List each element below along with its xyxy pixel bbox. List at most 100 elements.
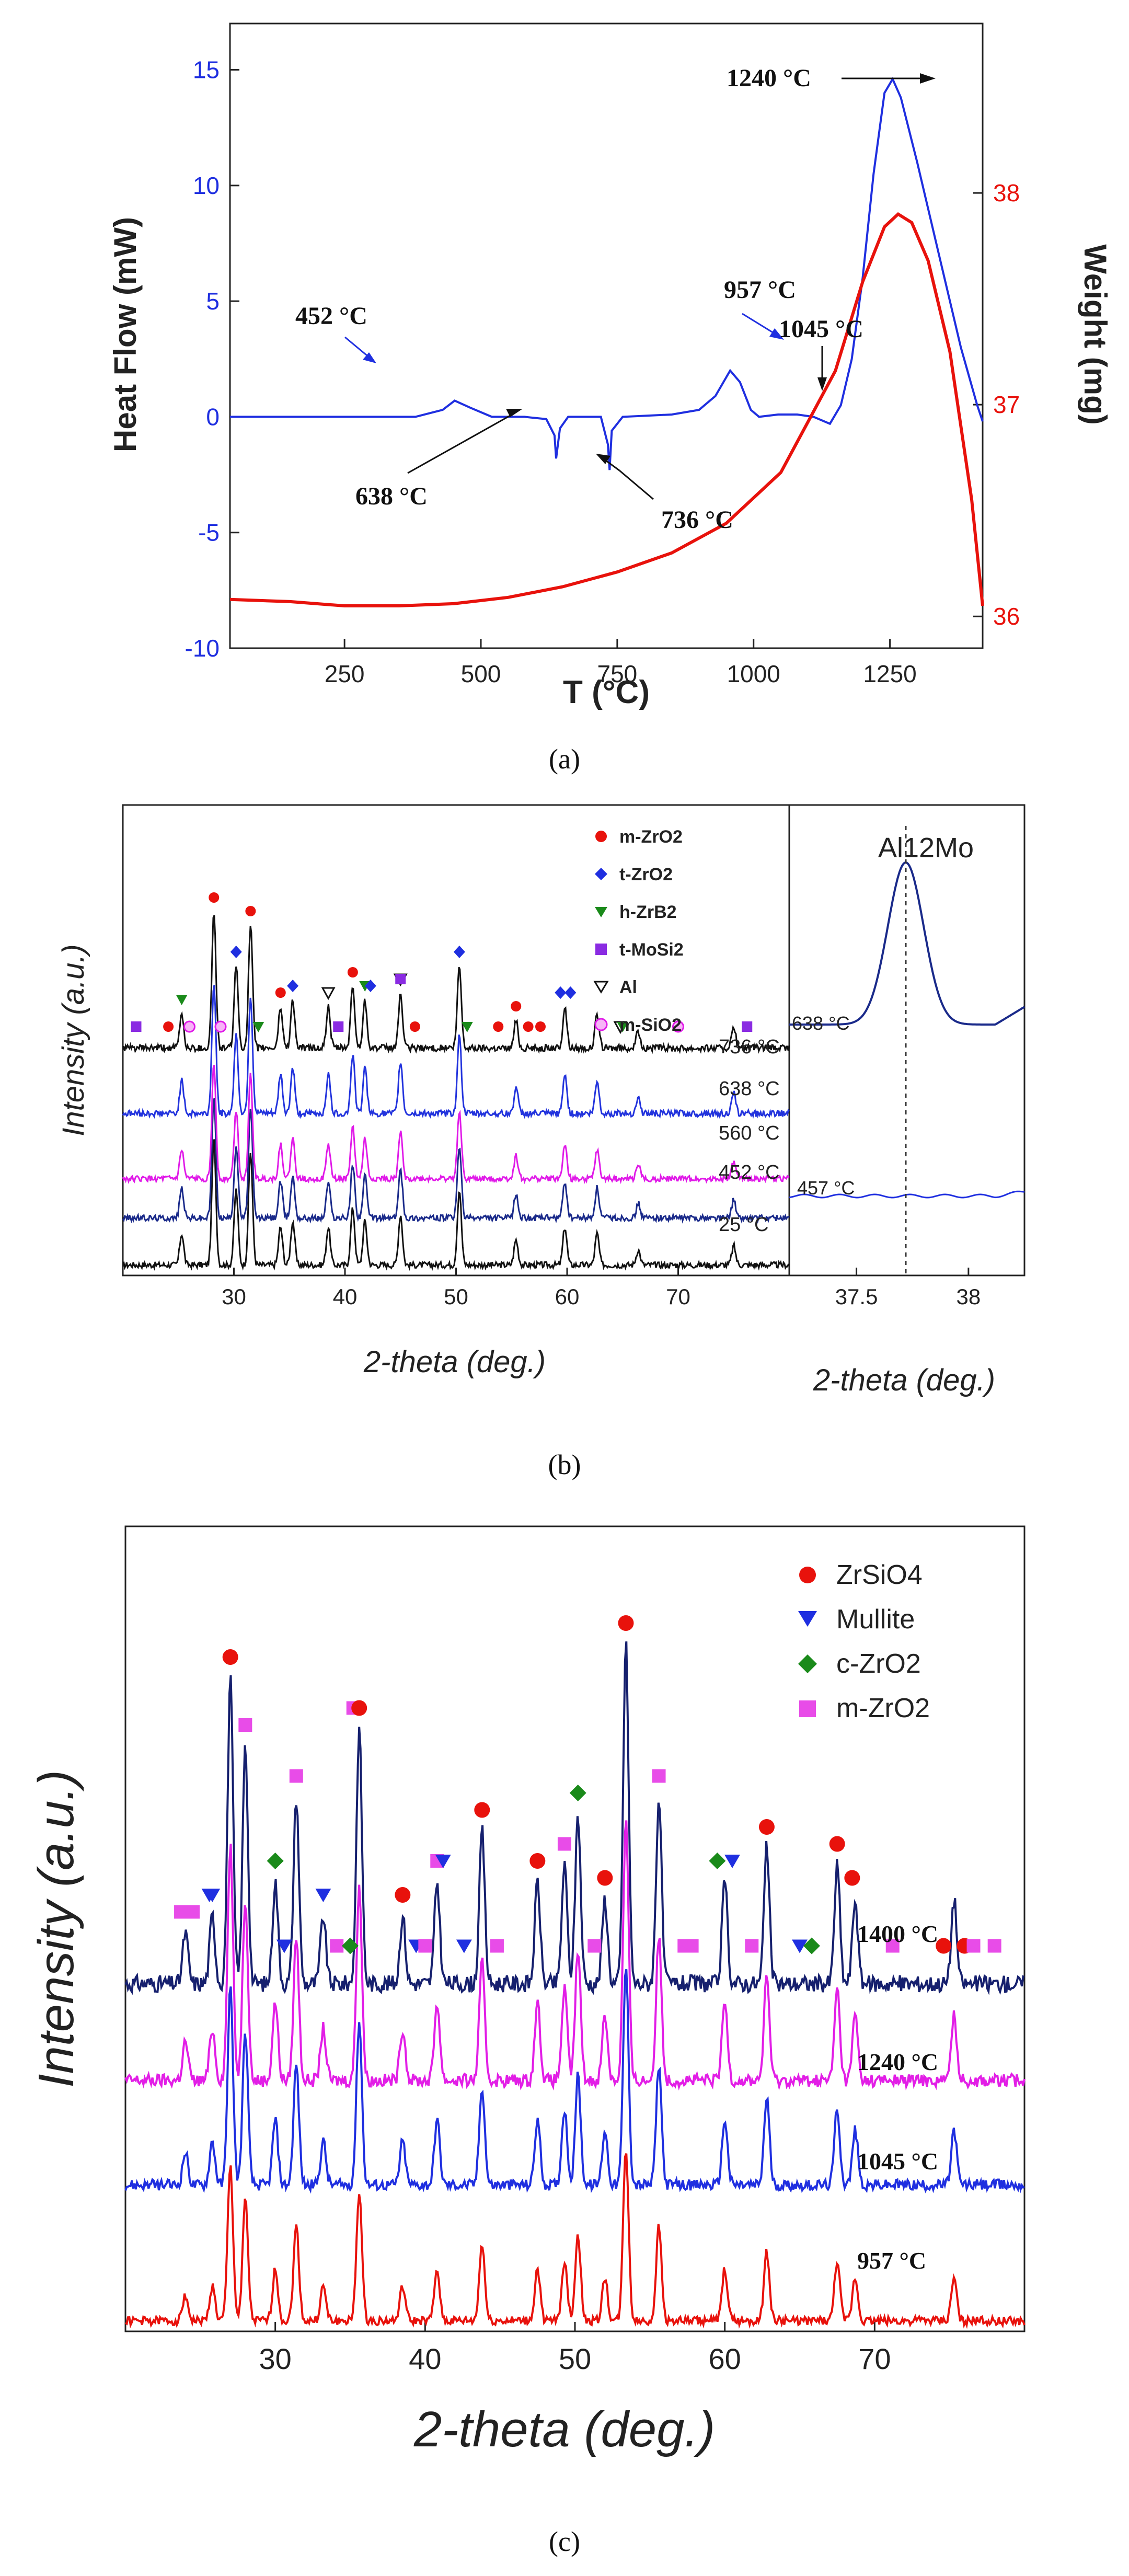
panel-b-inset-x-tick-label: 38 (956, 1284, 981, 1309)
panel-c-y-label: Intensity (a.u.) (28, 1770, 84, 2088)
legend-t-mosi2: t-MoSi2 (619, 940, 684, 960)
xrd-b-series-3 (122, 985, 790, 1120)
marker-t-zro2 (364, 980, 376, 992)
panel-c-label: (c) (549, 2526, 580, 2557)
annotation-1240: 1240 °C (727, 64, 811, 92)
b-label-25: 25 °C (719, 1214, 768, 1236)
legend-t-zro2-marker (595, 868, 607, 880)
xrd-b-series-1 (122, 1098, 790, 1224)
marker-t-zro2 (287, 980, 299, 992)
legend-h-zrb2: h-ZrB2 (619, 902, 677, 922)
marker-m-zro2 (163, 1021, 174, 1032)
legend-m-zro2-c: m-ZrO2 (836, 1693, 930, 1723)
panel-b-inset-x-tick-label: 37.5 (835, 1284, 878, 1309)
marker-m-zro2-c (186, 1905, 200, 1919)
b-label-560: 560 °C (719, 1122, 780, 1144)
b-label-736: 736 °C (719, 1036, 780, 1058)
annotation-638: 638 °C (355, 482, 428, 510)
annotation-957-arrowhead (769, 328, 784, 340)
marker-c-zro2 (569, 1785, 586, 1801)
panel-a-right-tick-label: 38 (993, 179, 1020, 206)
panel-a-x-label: T (°C) (563, 674, 650, 710)
heat-flow-line (230, 76, 984, 470)
panel-a-left-tick-label: -5 (198, 519, 220, 546)
panel-c-peak-markers (174, 1615, 1001, 1954)
marker-t-zro2 (230, 946, 242, 958)
xrd-b-series-4 (122, 915, 790, 1054)
panel-a-right-ticks: 38 37 36 (973, 179, 1020, 630)
legend-m-zro2-marker (595, 831, 607, 842)
panel-b-x-ticks: 30 40 50 60 70 (222, 1268, 690, 1309)
panel-a-dsc-tga: 250 500 750 1000 1250 15 10 5 0 -5 -10 38 37 36 Hea… (108, 22, 1113, 775)
marker-m-zro2-c (885, 1939, 900, 1953)
marker-zrsio4 (936, 1938, 952, 1954)
c-label-1240: 1240 °C (857, 2049, 938, 2075)
legend-h-zrb2-marker (595, 907, 607, 917)
legend-al-marker (593, 981, 609, 994)
marker-mullite (315, 1889, 331, 1902)
marker-t-zro2 (453, 946, 465, 958)
marker-h-zrb2 (617, 1022, 629, 1032)
annotation-736-arrow (619, 469, 654, 500)
panel-c-x-tick-label: 40 (409, 2342, 441, 2375)
panel-a-x-tick-label: 250 (325, 660, 365, 687)
panel-a-x-tick-label: 1000 (727, 660, 780, 687)
marker-m-zro2-c (418, 1939, 432, 1953)
marker-t-mosi2 (395, 974, 406, 984)
xrd-c-series-2 (124, 1969, 1025, 2194)
annotation-638-arrowhead (506, 409, 523, 417)
panel-b-series (122, 915, 790, 1271)
marker-m-zro2-c (745, 1939, 759, 1953)
marker-m-zro2-c (685, 1939, 699, 1953)
panel-b-x-label: 2-theta (deg.) (363, 1345, 546, 1379)
marker-c-zro2 (803, 1937, 820, 1954)
panel-c-series (124, 1641, 1026, 2329)
legend-m-zro2: m-ZrO2 (619, 827, 683, 847)
panel-a-x-ticks: 250 500 750 1000 1250 (325, 639, 917, 687)
xrd-b-series-0 (122, 1139, 790, 1271)
annotation-1240-arrowhead (920, 73, 936, 84)
panel-a-left-tick-label: 5 (206, 288, 220, 315)
marker-m-zro2 (245, 906, 256, 916)
panel-c-xrd: 30 40 50 60 70 Intensity (a.u.) 2-theta (deg… (28, 1525, 1026, 2557)
marker-h-zrb2 (252, 1022, 264, 1032)
xrd-c-series-0 (124, 1641, 1025, 1995)
legend-mullite: Mullite (836, 1604, 915, 1635)
panel-c-legend: ZrSiO4 Mullite c-ZrO2 m-ZrO2 (798, 1560, 930, 1723)
marker-m-zro2 (493, 1021, 504, 1032)
weight-line (229, 212, 984, 607)
marker-mullite (456, 1939, 472, 1953)
marker-m-zro2-c (966, 1939, 981, 1953)
legend-c-zro2-marker (798, 1654, 817, 1673)
inset-title: Al12Mo (878, 832, 974, 864)
panel-a-plot-frame (229, 22, 984, 649)
marker-c-zro2 (342, 1937, 359, 1954)
legend-c-zro2: c-ZrO2 (836, 1649, 921, 1679)
legend-zrsio4-marker (799, 1567, 816, 1583)
marker-c-zro2 (709, 1853, 726, 1869)
panel-b-legend: m-ZrO2 t-ZrO2 h-ZrB2 t-MoSi2 Al m-SiO2 (593, 827, 684, 1035)
marker-t-zro2 (555, 986, 567, 999)
panel-b-inset-frame (788, 804, 1026, 1276)
annotation-736: 736 °C (661, 506, 733, 534)
marker-zrsio4 (222, 1649, 238, 1665)
legend-t-zro2: t-ZrO2 (619, 865, 673, 884)
marker-m-zro2 (523, 1021, 534, 1032)
legend-mullite-marker (798, 1611, 817, 1627)
marker-mullite (792, 1939, 808, 1953)
marker-h-zrb2 (461, 1022, 473, 1032)
panel-b-y-label: Intensity (a.u.) (56, 944, 90, 1136)
panel-c-x-ticks: 30 40 50 60 70 (259, 2322, 891, 2375)
legend-m-zro2-c-marker (799, 1700, 816, 1717)
inset-label-638: 638 °C (792, 1013, 849, 1034)
legend-zrsio4: ZrSiO4 (836, 1560, 923, 1590)
c-label-1045: 1045 °C (857, 2148, 938, 2175)
annotation-638-arrow (407, 412, 515, 474)
annotation-957-arrow (742, 313, 777, 336)
inset-label-457: 457 °C (797, 1177, 855, 1199)
xrd-c-series-3 (124, 2153, 1026, 2329)
panel-c-x-tick-label: 60 (709, 2342, 741, 2375)
marker-m-zro2-c (289, 1769, 303, 1783)
marker-h-zrb2 (176, 995, 188, 1005)
panel-b-peak-markers (131, 892, 753, 1034)
